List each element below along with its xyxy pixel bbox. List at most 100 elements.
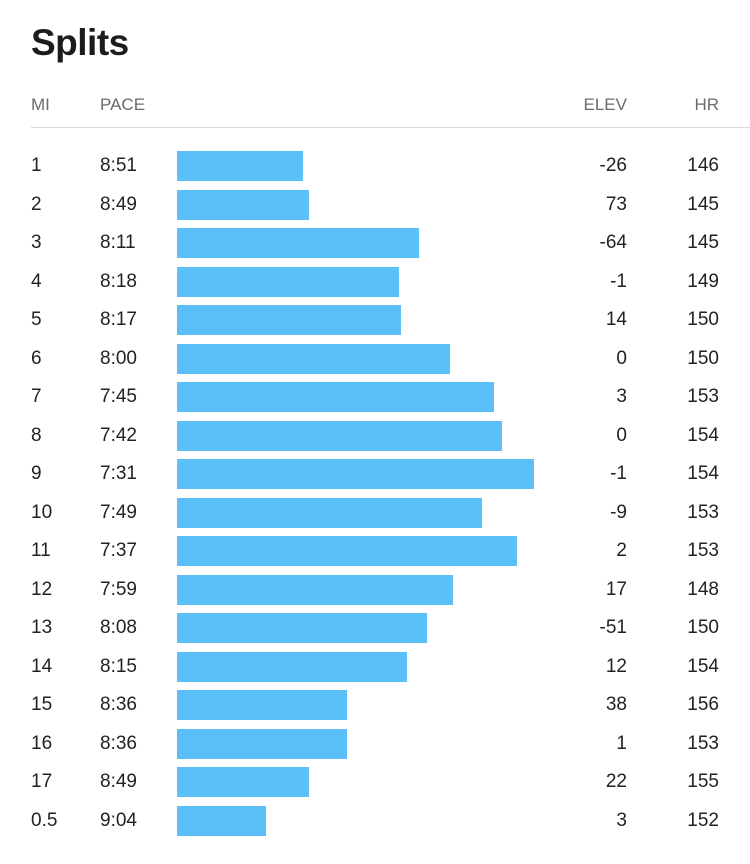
split-mile: 7 [31, 386, 42, 407]
split-heart-rate: 149 [687, 270, 719, 292]
split-heart-rate: 145 [687, 193, 719, 215]
split-heart-rate: 153 [687, 501, 719, 523]
split-heart-rate: 154 [687, 424, 719, 446]
split-row: 11 7:37 2 153 [0, 532, 750, 571]
split-pace: 7:49 [100, 501, 137, 523]
split-pace: 8:18 [100, 270, 137, 292]
split-mile: 16 [31, 732, 53, 754]
split-elevation: 3 [616, 386, 627, 407]
split-heart-rate: 155 [687, 771, 719, 792]
split-heart-rate: 153 [687, 386, 719, 407]
split-pace: 7:37 [100, 540, 137, 561]
split-elevation: 0 [616, 424, 627, 446]
pace-bar [177, 805, 266, 836]
split-heart-rate: 153 [687, 732, 719, 754]
pace-bar [177, 497, 482, 528]
split-mile: 8 [31, 424, 42, 446]
column-header-pace: PACE [100, 95, 146, 114]
split-heart-rate: 152 [687, 809, 719, 831]
pace-bar [177, 228, 419, 258]
split-pace: 8:51 [100, 155, 137, 176]
pace-bar [177, 189, 309, 220]
split-mile: 13 [31, 617, 53, 638]
split-elevation: 0 [616, 347, 627, 369]
page-title: Splits [31, 22, 129, 63]
split-pace: 8:36 [100, 732, 137, 754]
split-row: 9 7:31 -1 154 [0, 455, 750, 494]
split-row: 16 8:36 1 153 [0, 725, 750, 764]
split-row: 3 8:11 -64 145 [0, 224, 750, 263]
split-pace: 8:49 [100, 771, 137, 792]
split-row: 5 8:17 14 150 [0, 301, 750, 340]
split-pace: 8:11 [100, 232, 136, 253]
split-mile: 4 [31, 270, 42, 292]
split-heart-rate: 148 [687, 578, 719, 600]
split-heart-rate: 154 [687, 463, 719, 484]
pace-bar [177, 305, 401, 335]
split-heart-rate: 150 [687, 347, 719, 369]
pace-bar [177, 536, 517, 566]
split-row: 10 7:49 -9 153 [0, 494, 750, 533]
pace-bar [177, 151, 303, 181]
split-heart-rate: 156 [687, 694, 719, 715]
split-heart-rate: 153 [687, 540, 719, 561]
split-elevation: 22 [605, 771, 627, 792]
split-elevation: -51 [599, 617, 627, 638]
split-pace: 7:31 [100, 463, 137, 484]
split-pace: 8:00 [100, 347, 137, 369]
pace-bar [177, 728, 347, 759]
split-mile: 2 [31, 193, 42, 215]
split-heart-rate: 150 [687, 309, 719, 330]
split-elevation: 38 [605, 694, 627, 715]
pace-bar [177, 266, 399, 297]
split-elevation: 3 [616, 809, 627, 831]
split-mile: 15 [31, 694, 53, 715]
split-mile: 0.5 [31, 809, 58, 831]
split-row: 13 8:08 -51 150 [0, 609, 750, 648]
split-elevation: -1 [610, 270, 627, 292]
split-mile: 17 [31, 771, 53, 792]
split-pace: 9:04 [100, 809, 137, 831]
pace-bar [177, 459, 534, 489]
split-elevation: -64 [599, 232, 627, 253]
split-elevation: 73 [605, 193, 627, 215]
split-mile: 3 [31, 232, 42, 253]
split-row: 12 7:59 17 148 [0, 571, 750, 610]
split-heart-rate: 150 [687, 617, 719, 638]
split-pace: 8:08 [100, 617, 137, 638]
split-pace: 8:17 [100, 309, 137, 330]
splits-list: 1 8:51 -26 146 2 8:49 73 145 3 8:11 -64 145 4 8:18 -1 1… [0, 147, 750, 840]
split-row: 0.5 9:04 3 152 [0, 802, 750, 841]
split-mile: 11 [31, 540, 51, 561]
split-row: 7 7:45 3 153 [0, 378, 750, 417]
pace-bar [177, 574, 453, 605]
split-pace: 8:49 [100, 193, 137, 215]
pace-bar [177, 343, 450, 374]
split-mile: 9 [31, 463, 42, 484]
split-row: 14 8:15 12 154 [0, 648, 750, 687]
split-elevation: -1 [610, 463, 627, 484]
split-mile: 6 [31, 347, 42, 369]
split-elevation: 2 [616, 540, 627, 561]
split-pace: 8:36 [100, 694, 137, 715]
split-row: 8 7:42 0 154 [0, 417, 750, 456]
split-pace: 7:42 [100, 424, 137, 446]
split-mile: 14 [31, 655, 53, 677]
column-header-mi: MI [31, 95, 50, 114]
split-elevation: -26 [599, 155, 627, 176]
split-mile: 10 [31, 501, 53, 523]
pace-bar [177, 651, 407, 682]
split-row: 4 8:18 -1 149 [0, 263, 750, 302]
pace-bar [177, 420, 502, 451]
split-pace: 7:59 [100, 578, 137, 600]
split-elevation: 12 [605, 655, 627, 677]
split-row: 17 8:49 22 155 [0, 763, 750, 802]
pace-bar [177, 613, 427, 643]
split-row: 6 8:00 0 150 [0, 340, 750, 379]
pace-bar [177, 690, 347, 720]
split-row: 1 8:51 -26 146 [0, 147, 750, 186]
split-mile: 12 [31, 578, 53, 600]
header-divider [31, 127, 750, 128]
split-heart-rate: 154 [687, 655, 719, 677]
split-row: 15 8:36 38 156 [0, 686, 750, 725]
